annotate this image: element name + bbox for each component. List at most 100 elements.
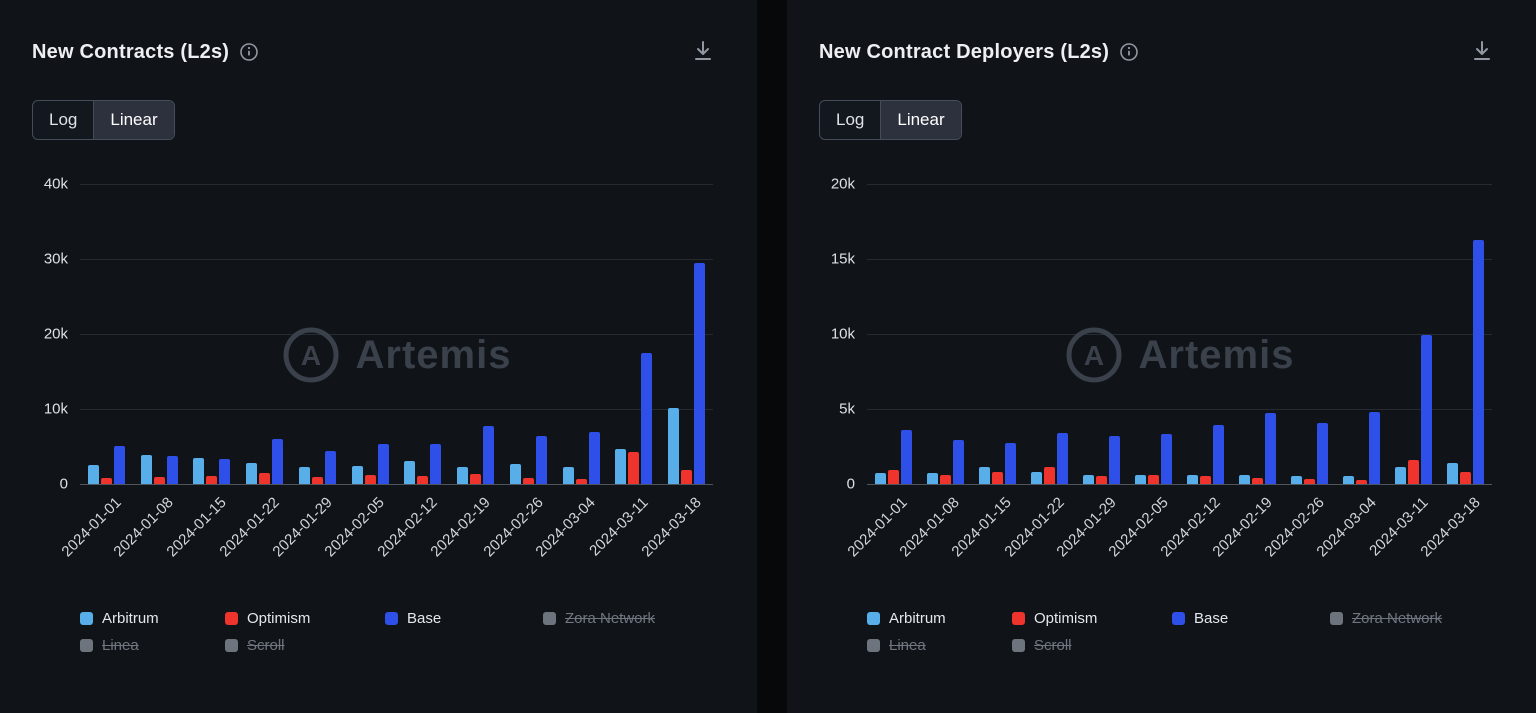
bar-arbitrum[interactable] xyxy=(1291,476,1303,484)
legend-item-scroll[interactable]: Scroll xyxy=(225,637,385,654)
legend: Arbitrum Optimism Base Zora Network Linea Scr… xyxy=(80,610,713,654)
bar-base[interactable] xyxy=(588,432,600,484)
bar-optimism[interactable] xyxy=(1095,476,1107,484)
bar-optimism[interactable] xyxy=(1408,460,1420,484)
bar-arbitrum[interactable] xyxy=(193,458,205,484)
bar-optimism[interactable] xyxy=(575,479,587,484)
legend-item-optimism[interactable]: Optimism xyxy=(225,610,385,627)
legend-item-zora-network[interactable]: Zora Network xyxy=(543,610,713,627)
bar-base[interactable] xyxy=(694,263,706,484)
bar-base[interactable] xyxy=(166,456,178,484)
legend-item-arbitrum[interactable]: Arbitrum xyxy=(867,610,1012,627)
info-icon[interactable] xyxy=(1119,42,1139,62)
bar-base[interactable] xyxy=(219,459,231,484)
bar-optimism[interactable] xyxy=(991,472,1003,484)
bar-arbitrum[interactable] xyxy=(509,464,521,484)
bar-arbitrum[interactable] xyxy=(978,467,990,484)
bar-optimism[interactable] xyxy=(939,475,951,484)
bar-arbitrum[interactable] xyxy=(668,408,680,484)
bar-base[interactable] xyxy=(430,444,442,484)
bar-base[interactable] xyxy=(1473,240,1485,484)
bar-base[interactable] xyxy=(535,436,547,484)
legend-item-scroll[interactable]: Scroll xyxy=(1012,637,1172,654)
bar-optimism[interactable] xyxy=(417,476,429,484)
bar-optimism[interactable] xyxy=(311,477,323,484)
download-button[interactable] xyxy=(1472,40,1492,65)
bar-group xyxy=(608,184,661,484)
bar-arbitrum[interactable] xyxy=(298,467,310,484)
bar-arbitrum[interactable] xyxy=(404,461,416,484)
bar-arbitrum[interactable] xyxy=(1082,475,1094,484)
bar-optimism[interactable] xyxy=(1252,478,1264,484)
toggle-log[interactable]: Log xyxy=(33,101,93,139)
bar-optimism[interactable] xyxy=(681,470,693,484)
bar-optimism[interactable] xyxy=(100,478,112,484)
bar-base[interactable] xyxy=(272,439,284,484)
bar-base[interactable] xyxy=(1004,443,1016,484)
download-icon xyxy=(1472,40,1492,65)
bar-arbitrum[interactable] xyxy=(246,463,258,484)
bar-optimism[interactable] xyxy=(1200,476,1211,484)
bar-arbitrum[interactable] xyxy=(1395,467,1407,484)
legend-item-base[interactable]: Base xyxy=(385,610,543,627)
bar-base[interactable] xyxy=(1265,413,1277,484)
toggle-log[interactable]: Log xyxy=(820,101,880,139)
bar-optimism[interactable] xyxy=(1043,467,1055,484)
bar-base[interactable] xyxy=(1213,425,1224,484)
bar-arbitrum[interactable] xyxy=(615,449,627,484)
bar-base[interactable] xyxy=(1056,433,1068,484)
download-button[interactable] xyxy=(693,40,713,65)
bar-arbitrum[interactable] xyxy=(874,473,886,484)
bar-arbitrum[interactable] xyxy=(351,466,363,484)
legend-swatch xyxy=(867,612,880,625)
bar-optimism[interactable] xyxy=(1304,479,1316,484)
legend-item-optimism[interactable]: Optimism xyxy=(1012,610,1172,627)
bar-optimism[interactable] xyxy=(887,470,899,484)
bar-optimism[interactable] xyxy=(1460,472,1472,484)
bar-arbitrum[interactable] xyxy=(87,465,99,484)
bar-arbitrum[interactable] xyxy=(926,473,938,484)
bar-arbitrum[interactable] xyxy=(1187,475,1198,484)
bar-arbitrum[interactable] xyxy=(562,467,574,484)
bar-base[interactable] xyxy=(324,451,336,484)
bar-arbitrum[interactable] xyxy=(1343,476,1355,484)
legend-item-base[interactable]: Base xyxy=(1172,610,1330,627)
bar-arbitrum[interactable] xyxy=(1134,475,1146,484)
legend-item-linea[interactable]: Linea xyxy=(80,637,225,654)
bar-base[interactable] xyxy=(1317,423,1329,484)
bar-arbitrum[interactable] xyxy=(140,455,152,484)
bar-optimism[interactable] xyxy=(1147,475,1159,484)
bar-base[interactable] xyxy=(1369,412,1381,484)
x-axis: 2024-01-01 2024-01-08 2024-01-15 2024-01-22… xyxy=(58,484,713,588)
bar-base[interactable] xyxy=(1160,434,1172,484)
toggle-linear[interactable]: Linear xyxy=(93,101,174,139)
legend-item-linea[interactable]: Linea xyxy=(867,637,1012,654)
plot-area: A Artemis 2024-01-01 2024-01-08 2024-01-15… xyxy=(845,184,1492,588)
bar-base[interactable] xyxy=(377,444,389,484)
bar-optimism[interactable] xyxy=(1356,480,1368,484)
legend-item-zora-network[interactable]: Zora Network xyxy=(1330,610,1492,627)
bar-base[interactable] xyxy=(1421,335,1433,484)
legend-item-arbitrum[interactable]: Arbitrum xyxy=(80,610,225,627)
bar-optimism[interactable] xyxy=(364,475,376,484)
bar-arbitrum[interactable] xyxy=(1030,472,1042,484)
bar-base[interactable] xyxy=(1108,436,1120,484)
gridline xyxy=(80,259,713,260)
bar-arbitrum[interactable] xyxy=(1447,463,1459,484)
bar-base[interactable] xyxy=(113,446,125,484)
bar-optimism[interactable] xyxy=(259,473,271,484)
bar-optimism[interactable] xyxy=(470,474,482,484)
bar-optimism[interactable] xyxy=(206,476,218,484)
bar-arbitrum[interactable] xyxy=(1239,475,1251,484)
bar-base[interactable] xyxy=(900,430,912,484)
bar-base[interactable] xyxy=(483,426,495,484)
bar-base[interactable] xyxy=(952,440,964,484)
bar-optimism[interactable] xyxy=(522,478,534,484)
bar-arbitrum[interactable] xyxy=(457,467,469,484)
bar-optimism[interactable] xyxy=(628,452,640,484)
bar-optimism[interactable] xyxy=(153,477,165,484)
toggle-linear[interactable]: Linear xyxy=(880,101,961,139)
info-icon[interactable] xyxy=(239,42,259,62)
bar-base[interactable] xyxy=(641,353,653,484)
bar-chart-new-contract-deployers: 20k 15k 10k 5k 0 A Artemis 2024-01-01 2024-01… xyxy=(819,176,1492,588)
